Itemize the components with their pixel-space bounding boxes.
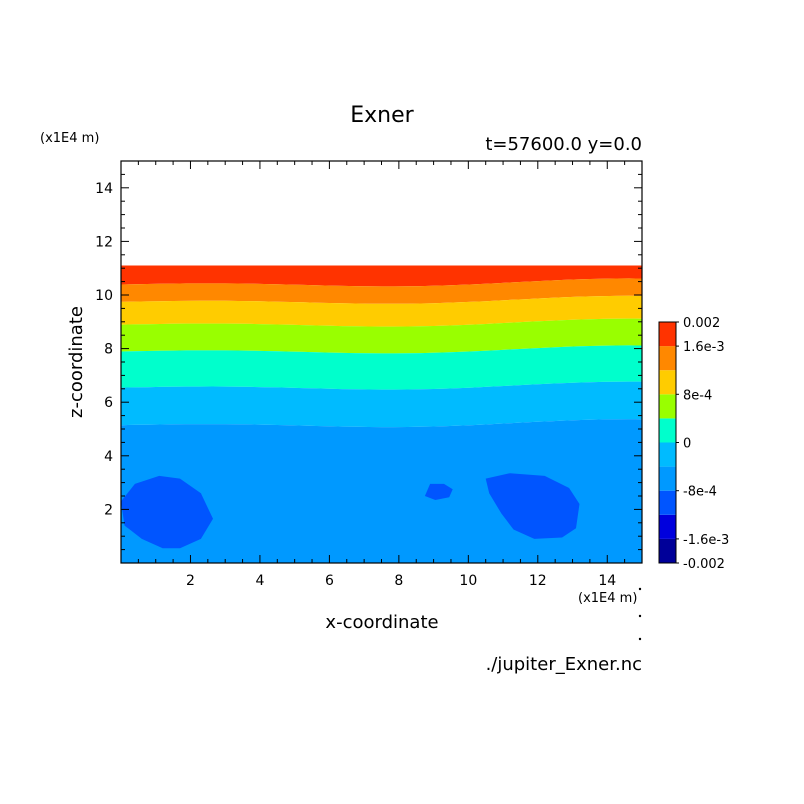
colorbar-label: 0: [683, 437, 691, 452]
colorbar-label: -1.6e-3: [683, 533, 729, 548]
y-tick-label: 2: [104, 502, 113, 518]
y-unit-label: (x1E4 m): [40, 131, 99, 146]
marker-dot: [638, 637, 642, 641]
colorbar-segment: [659, 466, 676, 491]
colorbar-label: 1.6e-3: [683, 340, 725, 355]
colorbar-segment: [659, 490, 676, 515]
y-axis-label: z-coordinate: [66, 306, 87, 418]
colorbar-segment: [659, 394, 676, 419]
y-tick-label: 12: [95, 234, 113, 250]
low-region: [424, 483, 453, 500]
marker-dot: [638, 614, 642, 618]
y-tick-label: 10: [95, 288, 113, 304]
x-tick-label: 12: [529, 573, 547, 589]
contour-band: [121, 318, 642, 354]
contour-band: [121, 295, 642, 327]
low-region: [485, 473, 580, 539]
colorbar-segment: [659, 370, 676, 395]
contour-band: [121, 278, 642, 304]
y-tick-label: 14: [95, 181, 113, 197]
colorbar-segment: [659, 538, 676, 563]
colorbar-segment: [659, 514, 676, 539]
colorbar-label: 0.002: [683, 316, 720, 331]
contour-band: [121, 345, 642, 390]
chart-title: Exner: [350, 103, 414, 128]
contour-band: [121, 265, 642, 287]
y-tick-label: 4: [104, 449, 113, 465]
x-axis-label: x-coordinate: [325, 612, 438, 633]
x-tick-labels: 2 4 6 8 10 12 14: [186, 573, 616, 589]
low-region: [121, 475, 213, 549]
x-tick-label: 10: [459, 573, 477, 589]
colorbar: [658, 321, 677, 564]
colorbar-labels: 0.002 1.6e-3 8e-4 0 -8e-4 -1.6e-3 -0.002: [676, 316, 729, 572]
x-tick-label: 2: [186, 573, 195, 589]
x-tick-label: 6: [325, 573, 334, 589]
x-tick-label: 14: [598, 573, 616, 589]
marker-dot: [638, 587, 642, 591]
axis-ticks: [121, 161, 642, 563]
x-tick-label: 8: [394, 573, 403, 589]
colorbar-label: 8e-4: [683, 388, 712, 403]
y-tick-labels: 2 4 6 8 10 12 14: [95, 181, 113, 519]
colorbar-segment: [659, 346, 676, 371]
low-value-regions: [121, 473, 580, 549]
colorbar-label: -8e-4: [683, 485, 717, 500]
colorbar-label: -0.002: [683, 557, 725, 572]
colorbar-segment: [659, 322, 676, 347]
colorbar-segment: [659, 442, 676, 467]
file-name: ./jupiter_Exner.nc: [486, 654, 642, 675]
contour-band: [121, 381, 642, 428]
x-tick-label: 4: [255, 573, 264, 589]
colorbar-segment: [659, 418, 676, 443]
y-tick-label: 6: [104, 395, 113, 411]
x-unit-label: (x1E4 m): [578, 591, 637, 606]
y-tick-label: 8: [104, 342, 113, 358]
chart-subtitle: t=57600.0 y=0.0: [485, 134, 642, 155]
